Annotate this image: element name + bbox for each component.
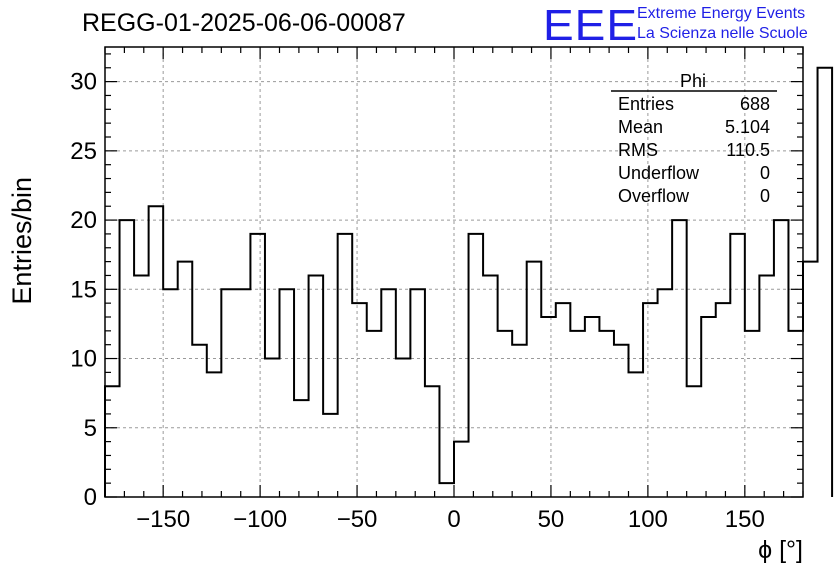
eee-logo: EEE <box>543 0 639 50</box>
grid-lines <box>105 47 803 498</box>
y-tick-label: 15 <box>70 276 97 303</box>
stats-row-value: 5.104 <box>725 117 770 137</box>
x-axis-ticks: −150 −100 −50 0 50 100 150 <box>104 47 804 533</box>
plot-title: REGG-01-2025-06-06-00087 <box>82 9 406 37</box>
y-tick-label: 0 <box>84 484 97 511</box>
y-tick-label: 10 <box>70 346 97 373</box>
logo-line-2: La Scienza nelle Scuole <box>637 25 808 42</box>
stats-row-label: RMS <box>618 140 658 160</box>
y-tick-label: 5 <box>84 415 97 442</box>
y-tick-label: 25 <box>70 138 97 165</box>
x-tick-label: −150 <box>136 506 190 533</box>
y-tick-label: 30 <box>70 69 97 96</box>
x-tick-label: 100 <box>628 506 668 533</box>
stats-row-label: Underflow <box>618 163 700 183</box>
stats-row-label: Overflow <box>618 186 690 206</box>
y-tick-label: 20 <box>70 207 97 234</box>
stats-box-title: Phi <box>680 71 706 91</box>
stats-row-value: 688 <box>740 94 770 114</box>
y-axis-label: Entries/bin <box>7 177 37 305</box>
x-tick-label: 50 <box>538 506 565 533</box>
stats-row-label: Entries <box>618 94 674 114</box>
x-axis-label: ϕ [°] <box>758 536 803 564</box>
histogram-outline <box>104 66 834 497</box>
stats-box: Phi Entries 688 Mean 5.104 RMS 110.5 Underflow 0… <box>611 71 777 206</box>
x-tick-label: 0 <box>447 506 460 533</box>
stats-row-value: 0 <box>760 186 770 206</box>
stats-row-value: 110.5 <box>726 140 770 160</box>
stats-row-value: 0 <box>760 163 770 183</box>
x-tick-label: −100 <box>233 506 287 533</box>
y-axis-ticks: 0 5 10 15 20 25 30 <box>70 53 803 511</box>
x-tick-label: 150 <box>725 506 765 533</box>
stats-row-label: Mean <box>618 117 663 137</box>
x-tick-label: −50 <box>337 506 378 533</box>
logo-line-1: Extreme Energy Events <box>637 5 806 22</box>
